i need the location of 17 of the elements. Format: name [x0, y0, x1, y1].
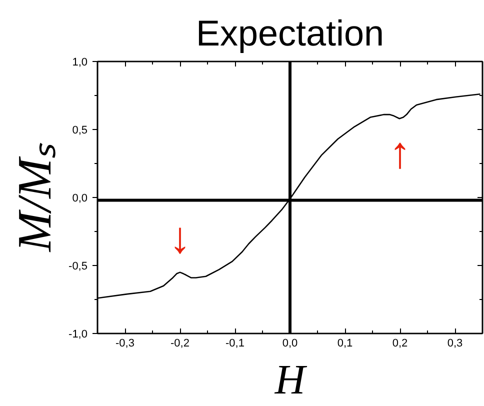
chart-title: Expectation — [196, 12, 384, 54]
y-tick-label: 0,0 — [72, 192, 88, 204]
y-tick-label: -0,5 — [68, 260, 88, 272]
annotation: ↓ — [169, 213, 191, 262]
x-tick-label: 0,2 — [392, 338, 408, 350]
y-tick-label: 1,0 — [72, 56, 88, 68]
x-tick-label: 0,1 — [337, 338, 353, 350]
x-tick-label: -0,1 — [226, 338, 244, 350]
x-tick-label: 0,3 — [447, 338, 463, 350]
y-axis-title: M/Mₛ — [8, 142, 62, 253]
x-tick-label: 0,0 — [282, 338, 298, 350]
x-tick-label: -0,3 — [116, 338, 134, 350]
annotation: ↑ — [389, 128, 411, 178]
x-axis-title: H — [274, 358, 308, 404]
y-tick-label: -1,0 — [68, 328, 88, 340]
y-tick-label: 0,5 — [72, 124, 88, 136]
x-tick-label: -0,2 — [170, 338, 190, 350]
